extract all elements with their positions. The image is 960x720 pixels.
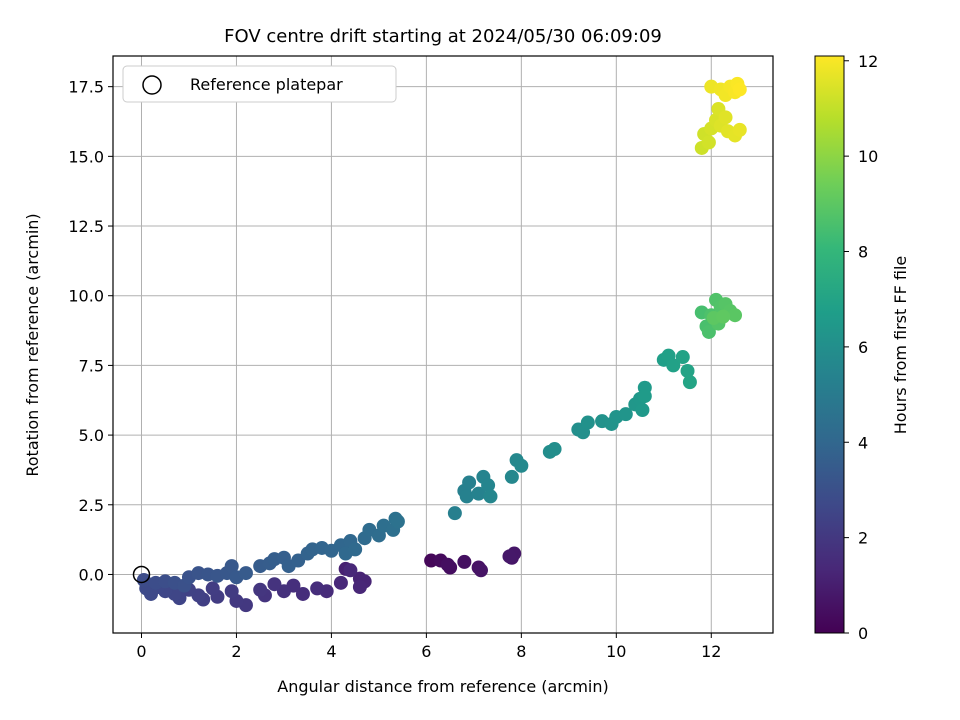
colorbar-tick-label: 10	[858, 147, 878, 166]
scatter-point	[459, 489, 474, 504]
x-tick-label: 8	[516, 642, 526, 661]
legend: Reference platepar	[122, 65, 397, 103]
scatter-point	[666, 358, 681, 373]
plot-frame	[112, 55, 774, 634]
colorbar-tick-label: 6	[858, 338, 868, 357]
scatter-point	[295, 586, 310, 601]
scatter-point	[483, 489, 498, 504]
scatter-point	[580, 415, 595, 430]
y-tick-label: 12.5	[68, 217, 104, 236]
scatter-point	[343, 563, 358, 578]
reference-point	[132, 565, 151, 584]
y-tick-label: 7.5	[79, 356, 104, 375]
y-tick-label: 0.0	[79, 565, 104, 584]
y-tick-label: 5.0	[79, 426, 104, 445]
x-tick-label: 12	[701, 642, 721, 661]
y-tick-label: 2.5	[79, 496, 104, 515]
scatter-point	[136, 573, 151, 588]
colorbar-label: Hours from first FF file	[891, 256, 910, 435]
scatter-point	[224, 559, 239, 574]
scatter-point	[635, 403, 650, 418]
y-tick-label: 10.0	[68, 287, 104, 306]
scatter-point	[253, 582, 268, 597]
y-axis-ticks: 0.0 2.5 5.0 7.5 10.0 12.5 15.0 17.5	[68, 78, 113, 584]
scatter-point	[675, 350, 690, 365]
x-axis-label: Angular distance from reference (arcmin)	[277, 677, 608, 696]
scatter-point	[728, 308, 743, 323]
scatter-points	[136, 76, 747, 613]
scatter-point	[471, 486, 486, 501]
scatter-point	[716, 309, 731, 324]
colorbar: 0 2 4 6 8 10 12 Hours from first FF file	[814, 52, 910, 643]
scatter-point	[547, 442, 562, 457]
scatter-point	[718, 110, 733, 125]
scatter-point	[333, 575, 348, 590]
scatter-point	[205, 581, 220, 596]
scatter-point	[732, 82, 747, 97]
scatter-point	[618, 407, 633, 422]
scatter-point	[732, 122, 747, 137]
scatter-point	[238, 566, 253, 581]
x-tick-label: 2	[231, 642, 241, 661]
colorbar-gradient	[814, 55, 845, 634]
colorbar-tick-label: 4	[858, 433, 868, 452]
colorbar-tick-label: 12	[858, 52, 878, 71]
x-tick-label: 4	[326, 642, 336, 661]
scatter-point	[224, 584, 239, 599]
scatter-point	[701, 324, 716, 339]
y-tick-label: 17.5	[68, 78, 104, 97]
scatter-point	[680, 363, 695, 378]
x-axis-ticks: 0 2 4 6 8 10 12	[136, 633, 721, 661]
scatter-point	[637, 389, 652, 404]
scatter-point	[502, 549, 517, 564]
colorbar-tick-label: 2	[858, 529, 868, 548]
scatter-point	[701, 135, 716, 150]
scatter-point	[462, 475, 477, 490]
legend-label: Reference platepar	[190, 75, 343, 94]
scatter-point	[352, 580, 367, 595]
colorbar-tick-label: 0	[858, 624, 868, 643]
scatter-point	[267, 577, 282, 592]
y-axis-label: Rotation from reference (arcmin)	[23, 213, 42, 476]
scatter-point	[348, 542, 363, 557]
x-tick-label: 6	[421, 642, 431, 661]
scatter-point	[457, 554, 472, 569]
scatter-point	[310, 581, 325, 596]
scatter-point	[481, 478, 496, 493]
scatter-point	[504, 469, 519, 484]
colorbar-ticks: 0 2 4 6 8 10 12	[844, 52, 878, 643]
legend-box	[122, 65, 397, 103]
scatter-point	[473, 563, 488, 578]
scatter-point	[390, 514, 405, 529]
grid	[113, 56, 773, 633]
scatter-point	[447, 506, 462, 521]
x-tick-label: 0	[136, 642, 146, 661]
chart-title: FOV centre drift starting at 2024/05/30 …	[224, 26, 662, 47]
scatter-point	[440, 557, 455, 572]
scatter-point	[514, 458, 529, 473]
y-tick-label: 15.0	[68, 147, 104, 166]
colorbar-tick-label: 8	[858, 243, 868, 262]
legend-marker-icon	[142, 75, 162, 95]
x-tick-label: 10	[606, 642, 626, 661]
scatter-point	[682, 375, 697, 390]
